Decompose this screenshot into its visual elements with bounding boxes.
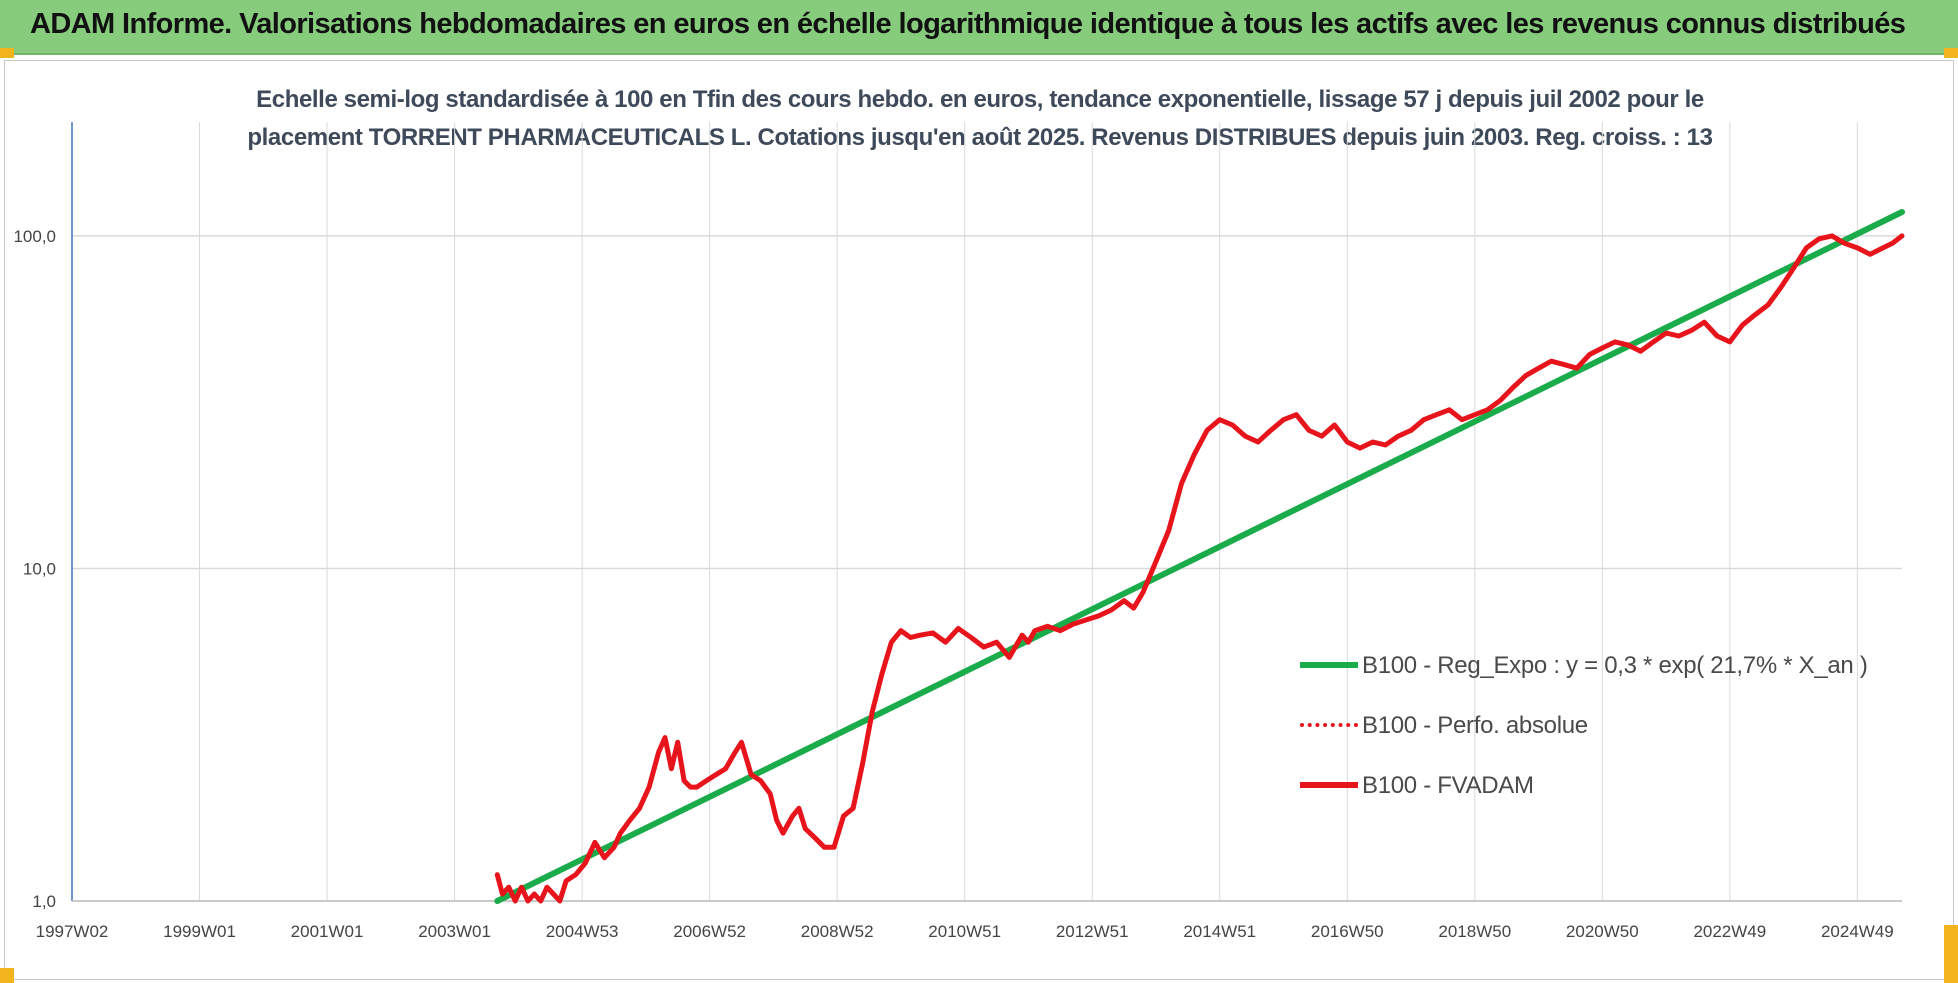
- x-tick-label: 2016W50: [1311, 922, 1384, 941]
- x-tick-label: 2020W50: [1566, 922, 1639, 941]
- y-tick-label: 100,0: [13, 227, 56, 246]
- y-tick-label: 10,0: [23, 559, 56, 578]
- legend-swatch-fvadam: [1300, 782, 1358, 788]
- chart-title-line-1: Echelle semi-log standardisée à 100 en T…: [256, 86, 1704, 113]
- x-tick-label: 1997W02: [36, 922, 109, 941]
- chart-frame: [4, 60, 1954, 980]
- legend-item-trend: B100 - Reg_Expo : y = 0,3 * exp( 21,7% *…: [1300, 652, 1900, 682]
- legend-label-trend: B100 - Reg_Expo : y = 0,3 * exp( 21,7% *…: [1362, 652, 1868, 679]
- x-tick-label: 2001W01: [291, 922, 364, 941]
- legend-item-perfo: B100 - Perfo. absolue: [1300, 712, 1900, 742]
- fvadam-line: [494, 233, 1905, 904]
- x-tick-label: 2008W52: [801, 922, 874, 941]
- x-tick-label: 2010W51: [928, 922, 1001, 941]
- x-tick-label: 2006W52: [673, 922, 746, 941]
- trend-line: [494, 209, 1905, 904]
- x-tick-label: 2012W51: [1056, 922, 1129, 941]
- page-title: ADAM Informe. Valorisations hebdomadaire…: [30, 8, 1906, 40]
- legend-swatch-trend: [1300, 662, 1358, 668]
- corner-marker-top-left: [0, 48, 14, 58]
- x-tick-label: 1999W01: [163, 922, 236, 941]
- x-tick-label: 2014W51: [1183, 922, 1256, 941]
- y-tick-label: 1,0: [32, 892, 56, 911]
- corner-marker-bottom-right: [1944, 925, 1958, 983]
- legend-label-perfo: B100 - Perfo. absolue: [1362, 712, 1588, 739]
- legend-label-fvadam: B100 - FVADAM: [1362, 772, 1534, 799]
- corner-marker-bottom-left: [0, 968, 14, 983]
- legend-swatch-perfo: [1300, 723, 1358, 727]
- legend-item-fvadam: B100 - FVADAM: [1300, 772, 1900, 802]
- x-tick-label: 2004W53: [546, 922, 619, 941]
- x-tick-label: 2003W01: [418, 922, 491, 941]
- x-tick-label: 2018W50: [1438, 922, 1511, 941]
- chart-title-line-2: placement TORRENT PHARMACEUTICALS L. Cot…: [247, 124, 1713, 151]
- corner-marker-top-right: [1944, 48, 1958, 58]
- x-tick-label: 2024W49: [1821, 922, 1894, 941]
- header-banner: ADAM Informe. Valorisations hebdomadaire…: [0, 0, 1958, 55]
- x-tick-label: 2022W49: [1693, 922, 1766, 941]
